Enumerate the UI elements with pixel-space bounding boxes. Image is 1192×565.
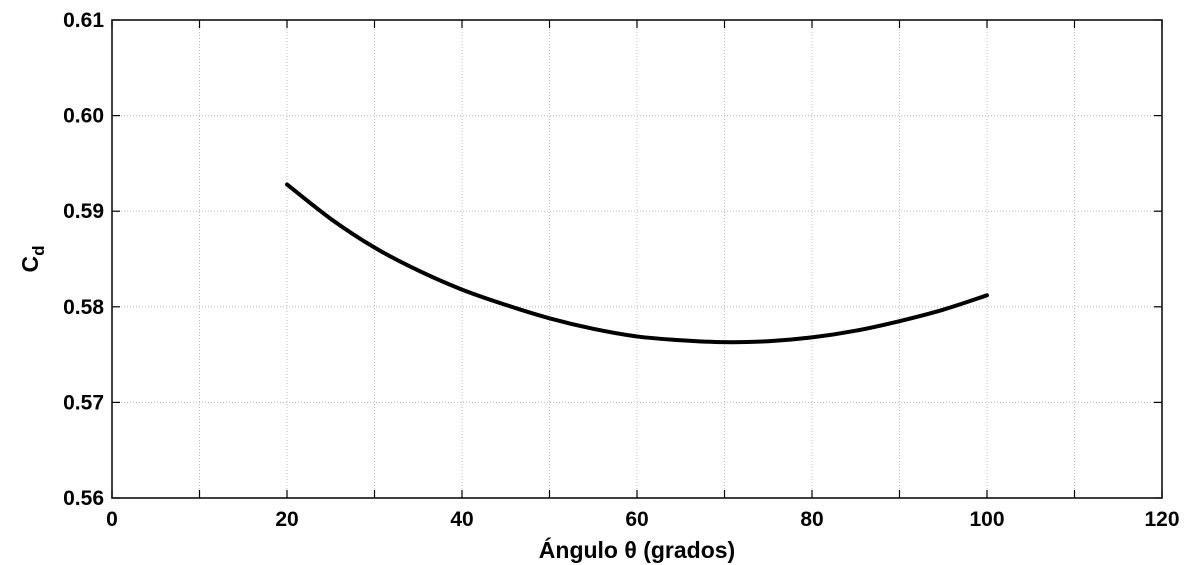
- y-tick-label: 0.60: [63, 105, 104, 128]
- series-group: [285, 182, 989, 345]
- tick-marks: [111, 19, 1163, 499]
- y-tick-label: 0.59: [63, 200, 104, 223]
- x-tick-label: 60: [625, 508, 648, 531]
- y-tick-label: 0.56: [63, 487, 104, 510]
- y-tick-label: 0.61: [63, 9, 104, 32]
- y-axis-label: Cd: [17, 245, 48, 272]
- x-tick-labels: 0 20 40 60 80 100 120: [106, 508, 1179, 531]
- x-tick-label: 100: [969, 508, 1004, 531]
- y-tick-label: 0.58: [63, 296, 104, 319]
- x-tick-label: 40: [450, 508, 473, 531]
- y-axis-label-subscript: d: [29, 245, 48, 255]
- x-tick-label: 0: [106, 508, 118, 531]
- grid: [112, 20, 1162, 498]
- y-axis-label-main: C: [17, 256, 43, 273]
- y-tick-label: 0.57: [63, 391, 104, 414]
- y-tick-labels: 0.56 0.57 0.58 0.59 0.60 0.61: [63, 9, 104, 510]
- x-axis-label: Ángulo θ (grados): [539, 536, 735, 563]
- x-tick-label: 120: [1144, 508, 1179, 531]
- series-line-cd: [285, 182, 989, 345]
- plot-area-frame: [111, 19, 1163, 499]
- x-tick-label: 20: [275, 508, 298, 531]
- x-tick-label: 80: [800, 508, 823, 531]
